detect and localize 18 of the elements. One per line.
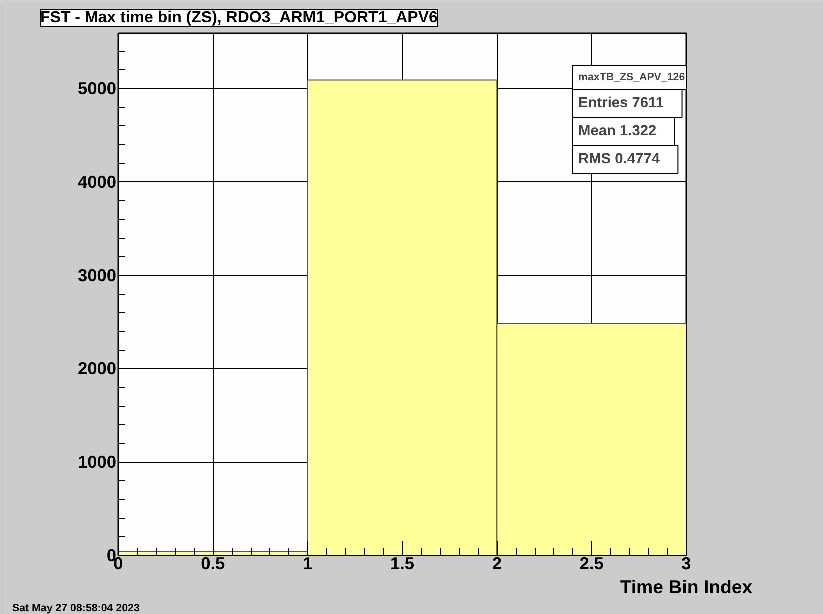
x-tick-label: 1.5	[390, 554, 415, 574]
x-tick-label: 2	[492, 554, 502, 574]
text: Sat May 27 08:58:04 2023	[12, 602, 140, 614]
chart-title: FST - Max time bin (ZS), RDO3_ARM1_PORT1_APV6	[40, 10, 438, 26]
x-tick-label: 3	[682, 554, 692, 574]
x-axis-title: Time Bin Index	[620, 576, 754, 598]
y-tick-label: 1000	[78, 452, 117, 472]
annotation: RMS 0.4774	[578, 152, 661, 168]
x-tick-label: 1	[303, 554, 314, 574]
y-tick-label: 2000	[78, 358, 117, 379]
annotation: Entries 7611	[578, 96, 664, 112]
y-tick-label: 3000	[78, 265, 117, 286]
x-tick-label: 0.5	[201, 554, 226, 574]
annotation: maxTB_ZS_APV_126	[578, 72, 686, 84]
y-tick-label: 5000	[78, 78, 117, 99]
x-tick-label: 2.5	[580, 554, 604, 574]
y-tick-label: 4000	[78, 172, 117, 192]
annotation: Mean 1.322	[578, 124, 657, 140]
